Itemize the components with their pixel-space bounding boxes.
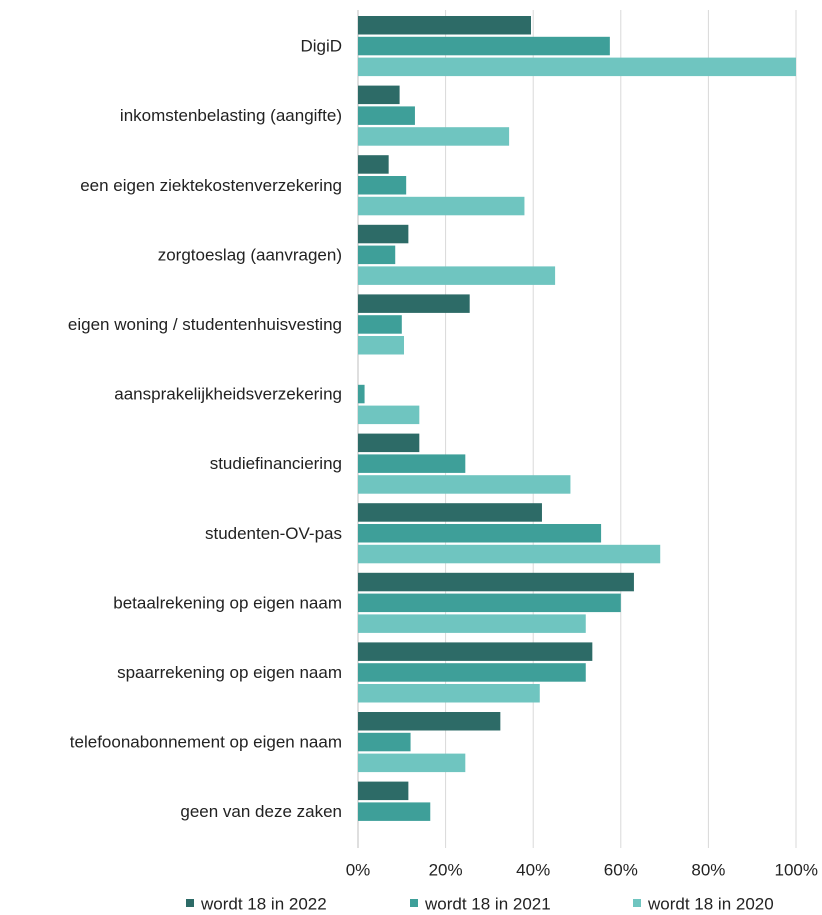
- bar: [358, 294, 470, 313]
- bar: [358, 85, 400, 105]
- bar: [358, 196, 525, 216]
- bar: [358, 642, 593, 661]
- x-axis-tick-labels: 0% 20% 40% 60% 80% 100%: [346, 861, 818, 880]
- bar: [358, 781, 409, 801]
- bar: [358, 155, 389, 174]
- category-labels: DigiD inkomstenbelasting (aangifte) een ei…: [68, 37, 342, 822]
- bar: [358, 245, 396, 265]
- bar: [358, 524, 602, 543]
- category-label: zorgtoeslag (aanvragen): [158, 245, 342, 264]
- bar: [358, 315, 402, 334]
- bar: [358, 36, 610, 56]
- x-tick-label: 0%: [346, 861, 371, 880]
- category-label: studiefinanciering: [210, 454, 342, 473]
- bar: [358, 753, 466, 773]
- bar: [358, 336, 404, 355]
- bar: [358, 614, 586, 633]
- legend-swatch: [633, 899, 641, 907]
- category-label: telefoonabonnement op eigen naam: [70, 733, 342, 752]
- category-label: eigen woning / studentenhuisvesting: [68, 315, 342, 334]
- bar: [358, 16, 532, 35]
- bar: [358, 732, 411, 752]
- category-label: aansprakelijkheidsverzekering: [114, 385, 342, 404]
- legend-label: wordt 18 in 2022: [200, 895, 327, 914]
- bar: [358, 405, 420, 425]
- grid-layer: [357, 10, 797, 848]
- category-label: studenten-OV-pas: [205, 524, 342, 543]
- x-tick-label: 80%: [691, 861, 725, 880]
- category-label: een eigen ziektekostenverzekering: [80, 176, 342, 195]
- category-label: inkomstenbelasting (aangifte): [120, 106, 342, 125]
- bar: [358, 712, 501, 731]
- bar: [358, 224, 409, 244]
- category-label: DigiD: [300, 37, 342, 56]
- bars-layer: [358, 16, 796, 821]
- x-tick-label: 40%: [516, 861, 550, 880]
- bar: [358, 475, 571, 494]
- bar: [358, 384, 365, 404]
- x-tick-label: 20%: [429, 861, 463, 880]
- bar: [358, 684, 540, 703]
- category-label: betaalrekening op eigen naam: [113, 593, 342, 612]
- bar: [358, 802, 431, 821]
- bar: [358, 593, 621, 613]
- bar: [358, 572, 634, 592]
- legend-label: wordt 18 in 2021: [424, 895, 551, 914]
- bar: [358, 433, 420, 453]
- bar: [358, 266, 556, 285]
- bar: [358, 176, 407, 195]
- x-tick-label: 100%: [775, 861, 818, 880]
- legend-swatch: [410, 899, 418, 907]
- bar: [358, 57, 796, 77]
- bar: [358, 454, 466, 473]
- legend-label: wordt 18 in 2020: [647, 895, 774, 914]
- bar: [358, 127, 510, 146]
- category-label: spaarrekening op eigen naam: [117, 663, 342, 682]
- bar: [358, 503, 542, 522]
- category-label: geen van deze zaken: [180, 802, 342, 821]
- bar: [358, 663, 586, 682]
- x-tick-label: 60%: [604, 861, 638, 880]
- legend-swatch: [186, 899, 194, 907]
- legend: wordt 18 in 2022 wordt 18 in 2021 wordt 18…: [186, 895, 774, 914]
- bar: [358, 106, 415, 125]
- bar: [358, 544, 661, 564]
